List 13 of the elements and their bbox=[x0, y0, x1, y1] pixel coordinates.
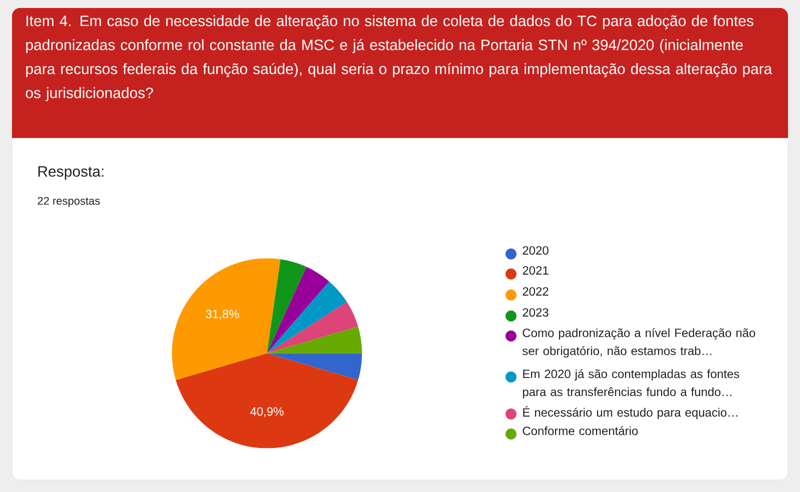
legend-label: É necessário um estudo para equacio… bbox=[523, 406, 738, 420]
legend-label: 2022 bbox=[522, 287, 548, 296]
chart-subtitle: Resposta: bbox=[38, 166, 104, 180]
chart-title: Item 4. Em caso de necessidade de alteração no sistema de coleta de dados do TC para adoção de fontes padronizadas conforme rol constante da MSC e já estabelecido na Portaria STN nº 394/2020 (inicialmente para recursos federais da função saúde), qual seria o prazo mínimo para implementação dessa alteração para os jurisdicionados? bbox=[26, 15, 772, 102]
legend-label: 2023 bbox=[522, 308, 548, 317]
data-label: 31,8% bbox=[206, 310, 240, 320]
legend-label: Conforme comentário bbox=[522, 426, 638, 436]
text: 22 respostas bbox=[38, 197, 100, 207]
legend-label: 2021 bbox=[522, 266, 548, 275]
legend-label: Em 2020 já são contempladas as fontes para as transferências fundo a fundo… bbox=[522, 369, 740, 399]
data-label: 40,9% bbox=[250, 407, 284, 418]
legend-label: Como padronização a nível Federação não ser obrigatório, não estamos trab… bbox=[522, 328, 756, 358]
legend-label: 2020 bbox=[522, 246, 548, 255]
